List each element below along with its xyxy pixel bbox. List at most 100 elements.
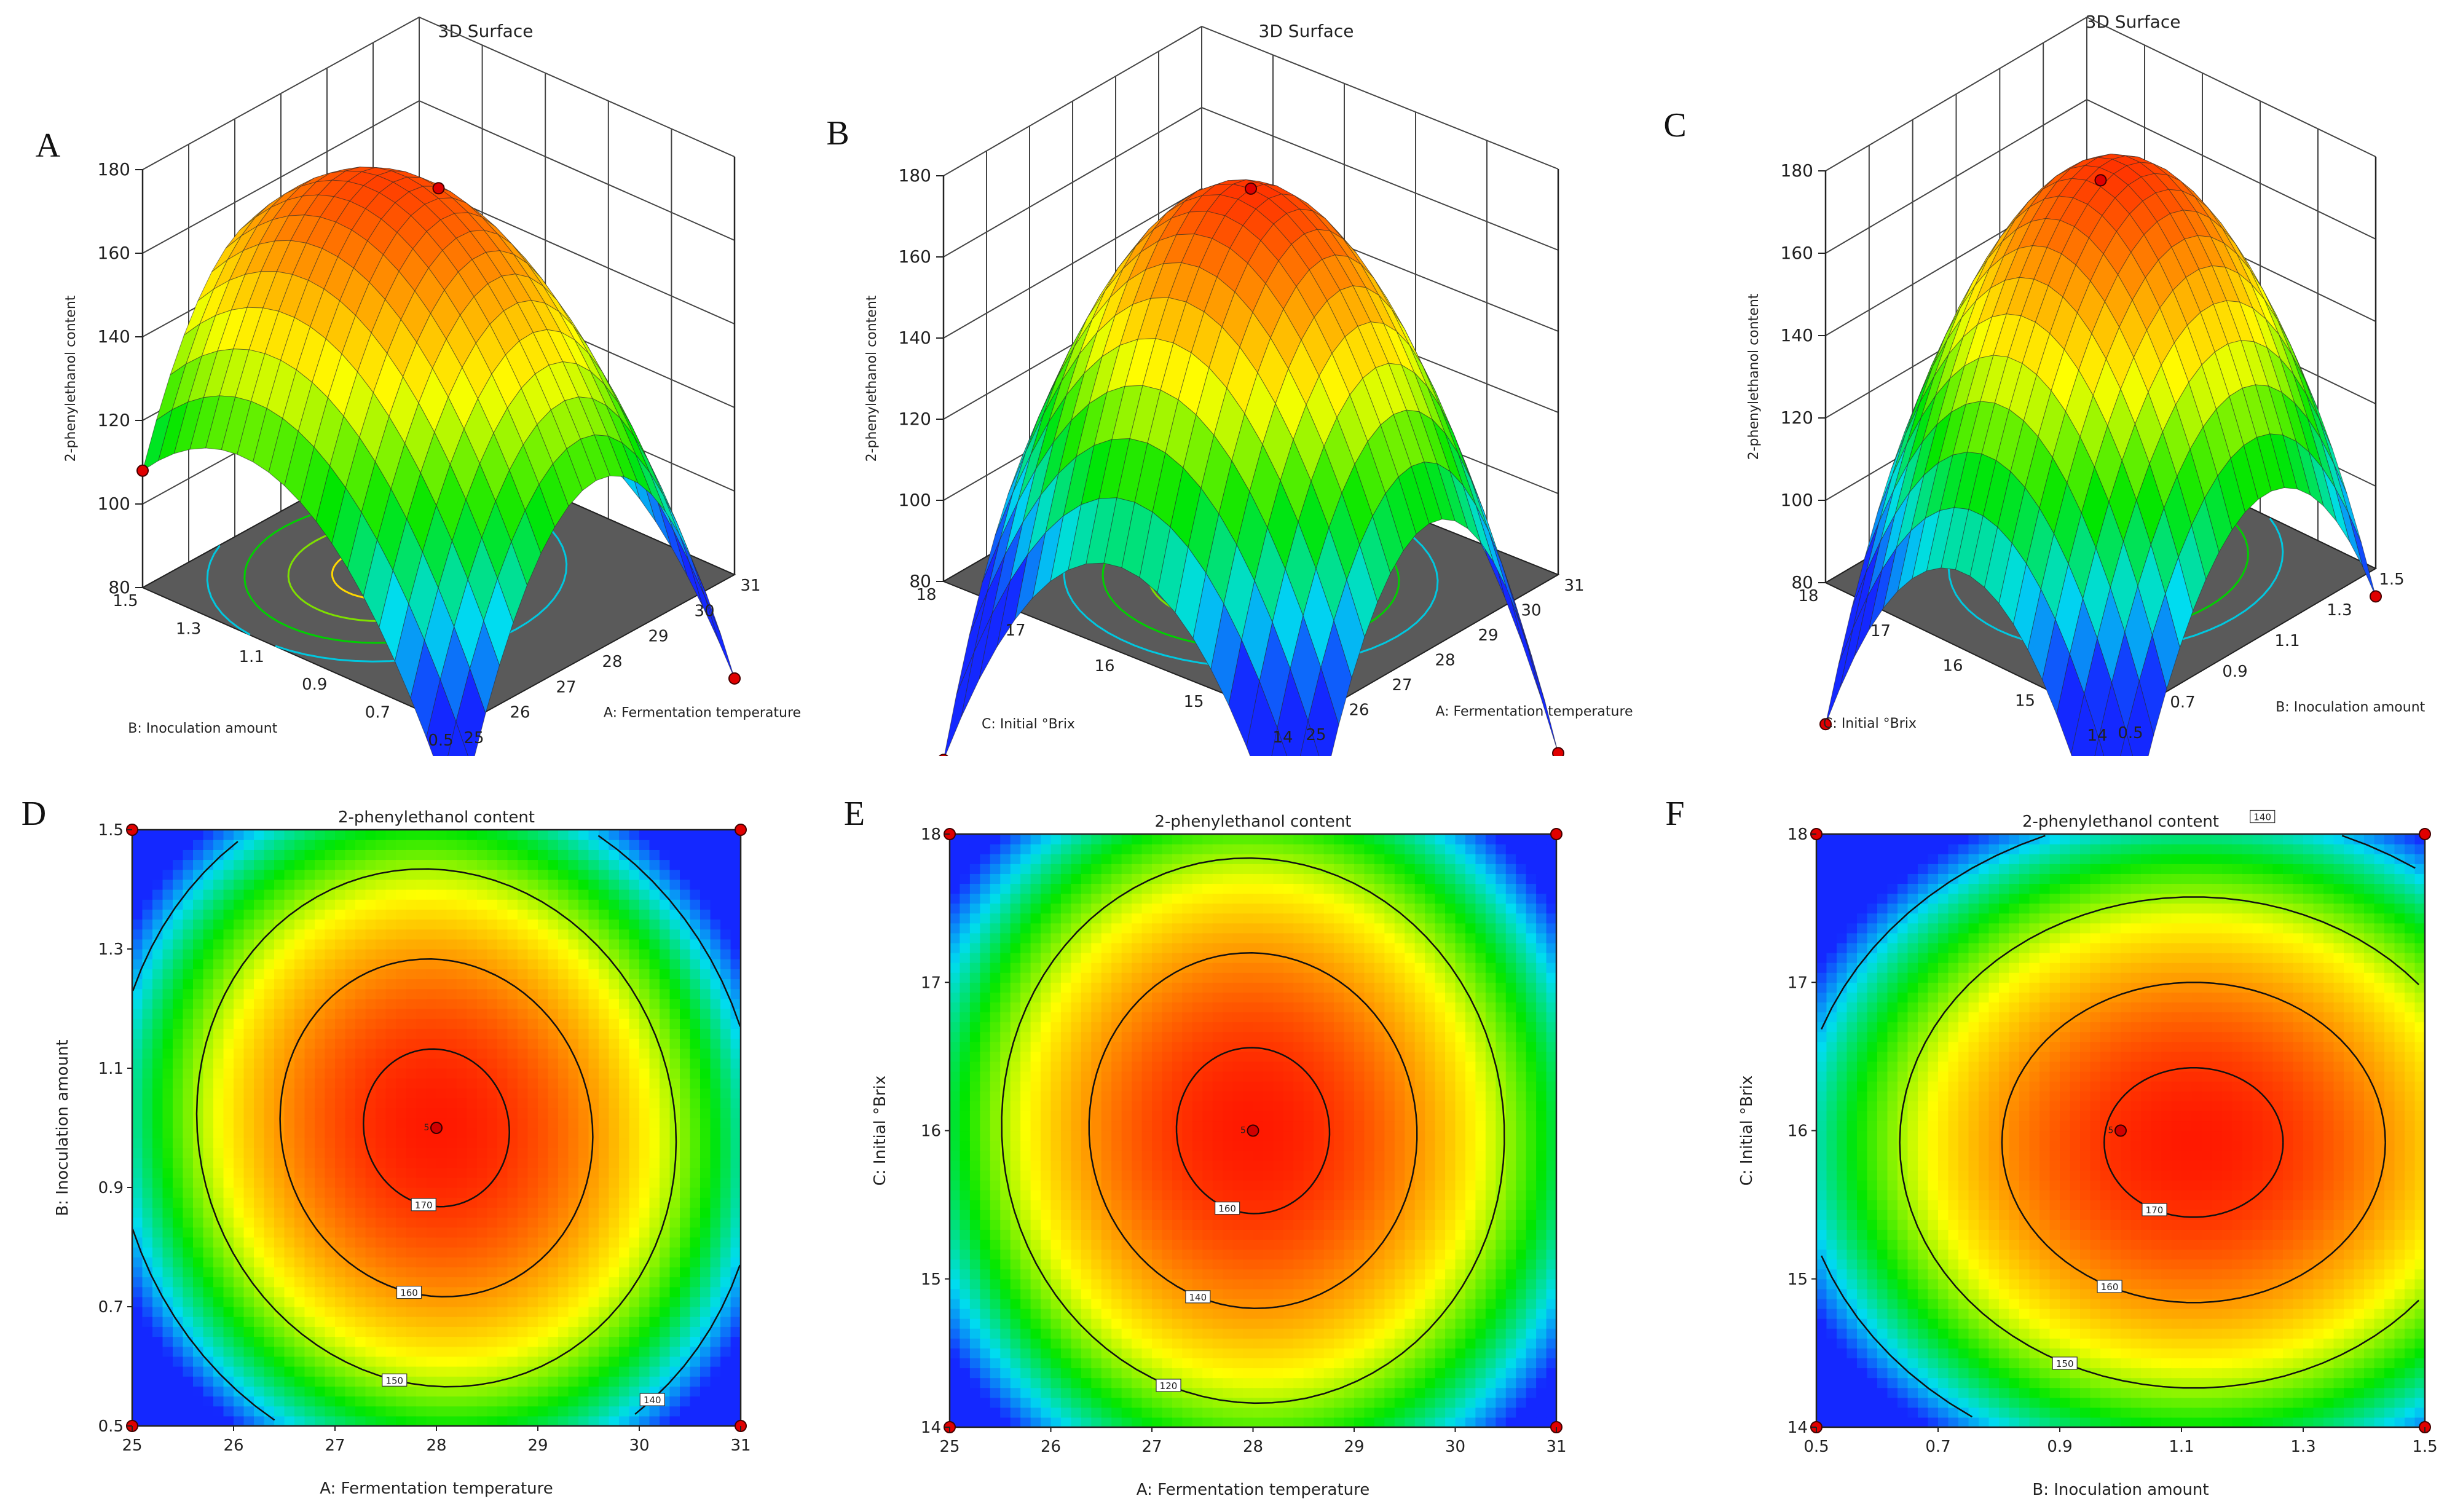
heat-cell — [406, 840, 417, 850]
x-tick-label: 26 — [510, 704, 530, 722]
heat-cell — [649, 830, 660, 840]
x-tick-label: 31 — [740, 577, 760, 595]
heat-cell — [406, 949, 417, 959]
heat-cell — [416, 1028, 427, 1039]
heat-cell — [335, 1247, 346, 1258]
heat-cell — [365, 1247, 376, 1258]
heat-cell — [527, 1088, 538, 1099]
heat-cell — [406, 1108, 417, 1119]
heat-cell — [599, 1128, 610, 1138]
heat-cell — [538, 1217, 549, 1228]
heat-cell — [669, 949, 680, 959]
heat-cell — [325, 969, 336, 980]
heat-cell — [213, 1167, 224, 1178]
heat-cell — [497, 969, 508, 980]
heat-cell — [183, 849, 194, 860]
heat-cell — [416, 859, 427, 870]
heat-cell — [558, 1068, 569, 1079]
heat-cell — [518, 1148, 529, 1159]
heat-cell — [243, 1117, 254, 1128]
heat-cell — [527, 939, 538, 950]
heat-cell — [385, 1167, 396, 1178]
heat-cell — [710, 1038, 721, 1049]
heat-cell — [669, 1138, 680, 1148]
heat-cell — [365, 1128, 376, 1138]
heat-cell — [497, 1286, 508, 1297]
heat-cell — [284, 929, 295, 940]
heat-cell — [396, 879, 407, 890]
heat-cell — [243, 1247, 254, 1258]
heat-cell — [518, 1406, 529, 1417]
x-tick-label: 26 — [1349, 701, 1369, 720]
heat-cell — [467, 1386, 478, 1397]
heat-cell — [518, 1286, 529, 1297]
heat-cell — [568, 1356, 579, 1367]
heat-cell — [599, 1396, 610, 1407]
heat-cell — [436, 869, 447, 880]
heat-cell — [325, 959, 336, 969]
heat-cell — [609, 939, 620, 950]
heat-cell — [457, 988, 468, 999]
heat-cell — [274, 988, 285, 999]
heat-cell — [680, 1416, 691, 1427]
heat-cell — [446, 1247, 457, 1258]
heat-cell — [355, 859, 366, 870]
heat-cell — [162, 1128, 173, 1138]
heat-cell — [660, 879, 671, 890]
heat-cell — [335, 1257, 346, 1267]
heat-cell — [578, 1416, 589, 1427]
heat-cell — [548, 959, 559, 969]
heat-cell — [619, 1148, 630, 1159]
heat-cell — [578, 978, 589, 990]
heat-cell — [325, 1286, 336, 1297]
heat-cell — [173, 1286, 184, 1297]
heat-cell — [162, 1068, 173, 1079]
heat-cell — [234, 1088, 245, 1099]
heat-cell — [518, 1396, 529, 1407]
heat-cell — [416, 1009, 427, 1019]
heat-cell — [213, 1148, 224, 1159]
heat-cell — [193, 1396, 204, 1407]
heat-cell — [720, 1237, 731, 1248]
heat-cell — [315, 1187, 326, 1198]
heat-cell — [355, 1098, 366, 1109]
heat-cell — [680, 1217, 691, 1228]
heat-cell — [477, 1088, 488, 1099]
heat-cell — [243, 1177, 254, 1188]
heat-cell — [325, 1167, 336, 1178]
heat-cell — [457, 1088, 468, 1099]
heat-cell — [376, 1009, 387, 1019]
heat-cell — [284, 1148, 295, 1159]
heat-cell — [649, 909, 660, 920]
heat-cell — [183, 1108, 194, 1119]
heat-cell — [396, 909, 407, 920]
heat-cell — [294, 998, 305, 1009]
heat-cell — [274, 1038, 285, 1049]
heat-cell — [710, 1207, 721, 1218]
heat-cell — [132, 1177, 143, 1188]
heat-cell — [527, 1038, 538, 1049]
heat-cell — [142, 1108, 153, 1119]
heat-cell — [507, 1296, 518, 1307]
heat-cell — [436, 859, 447, 870]
heat-cell — [213, 889, 224, 900]
heat-cell — [477, 929, 488, 940]
heat-cell — [243, 840, 254, 850]
heat-cell — [477, 1117, 488, 1128]
heat-cell — [690, 840, 701, 850]
heat-cell — [548, 1396, 559, 1407]
heat-cell — [720, 998, 731, 1009]
heat-cell — [660, 959, 671, 969]
heat-cell — [558, 1217, 569, 1228]
heat-cell — [518, 899, 529, 910]
heat-cell — [599, 1336, 610, 1347]
heat-cell — [669, 1406, 680, 1417]
heat-cell — [345, 840, 356, 850]
heat-cell — [426, 978, 437, 990]
heat-cell — [639, 889, 650, 900]
heat-cell — [152, 1207, 164, 1218]
heat-cell — [518, 978, 529, 990]
heat-cell — [700, 1078, 711, 1089]
heat-cell — [243, 1286, 254, 1297]
heat-cell — [162, 1257, 173, 1267]
